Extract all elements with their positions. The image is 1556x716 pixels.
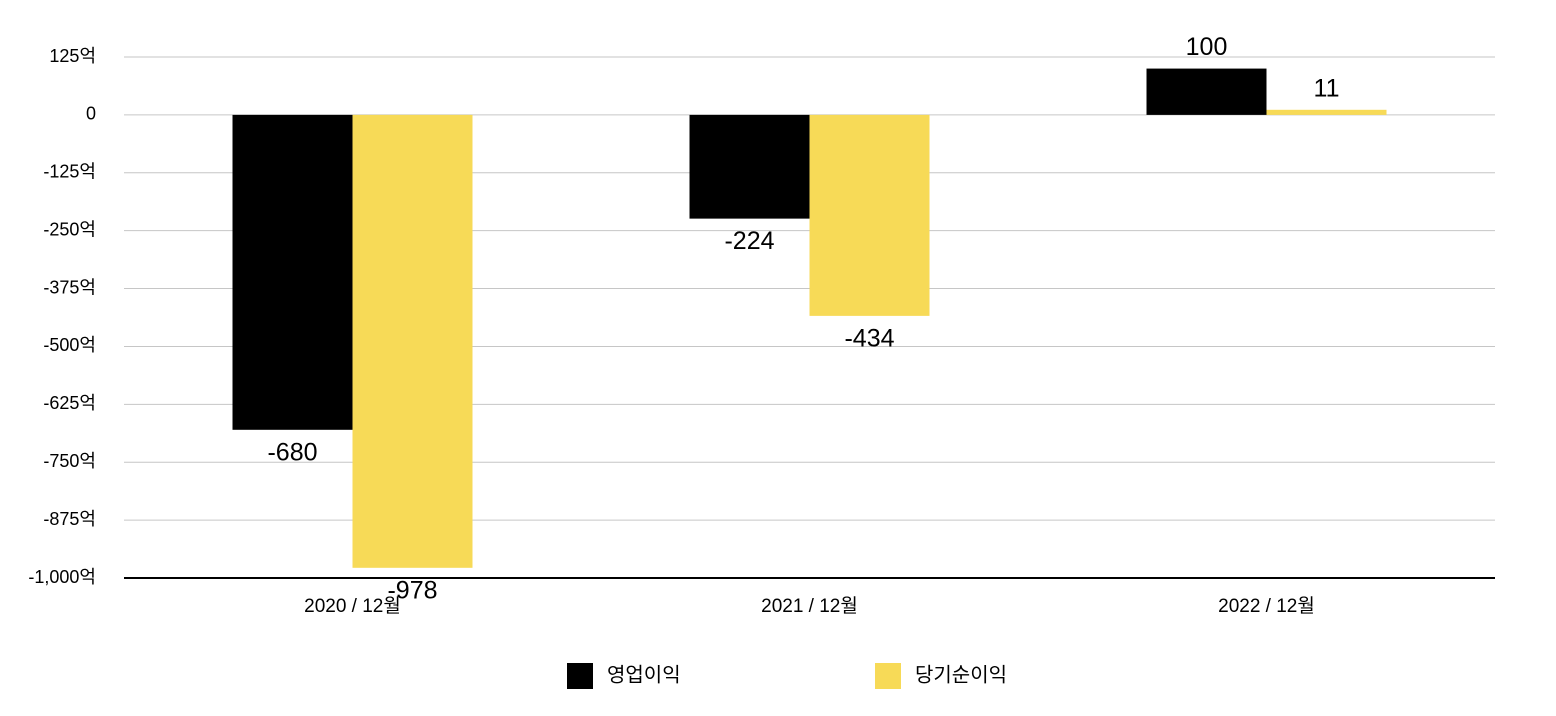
bar <box>689 114 810 219</box>
bar <box>1146 68 1267 115</box>
y-tick-label: 125억 <box>49 46 96 66</box>
data-label: 11 <box>1314 74 1340 102</box>
x-tick-label: 2020 / 12월 <box>304 595 401 617</box>
bar <box>232 114 353 430</box>
legend-label: 당기순이익 <box>915 663 1007 686</box>
legend-swatch <box>875 663 901 689</box>
bar <box>809 114 930 316</box>
data-label: -978 <box>387 576 437 604</box>
y-tick-label: -250억 <box>43 219 96 239</box>
legend-swatch <box>567 663 593 689</box>
y-tick-label: -1,000억 <box>28 567 96 587</box>
y-tick-label: -875억 <box>43 509 96 529</box>
y-tick-label: 0 <box>86 104 96 124</box>
data-label: 100 <box>1186 33 1228 61</box>
bar <box>1266 109 1387 115</box>
y-tick-label: -375억 <box>43 277 96 297</box>
y-tick-label: -500억 <box>43 335 96 355</box>
x-tick-label: 2021 / 12월 <box>761 595 858 617</box>
data-label: -680 <box>267 438 317 466</box>
y-tick-label: -625억 <box>43 393 96 413</box>
data-label: -224 <box>724 227 774 255</box>
legend-label: 영업이익 <box>607 663 681 686</box>
y-tick-label: -750억 <box>43 451 96 471</box>
y-tick-label: -125억 <box>43 162 96 182</box>
x-tick-label: 2022 / 12월 <box>1218 595 1315 617</box>
bar <box>352 114 473 568</box>
data-label: -434 <box>844 324 894 352</box>
